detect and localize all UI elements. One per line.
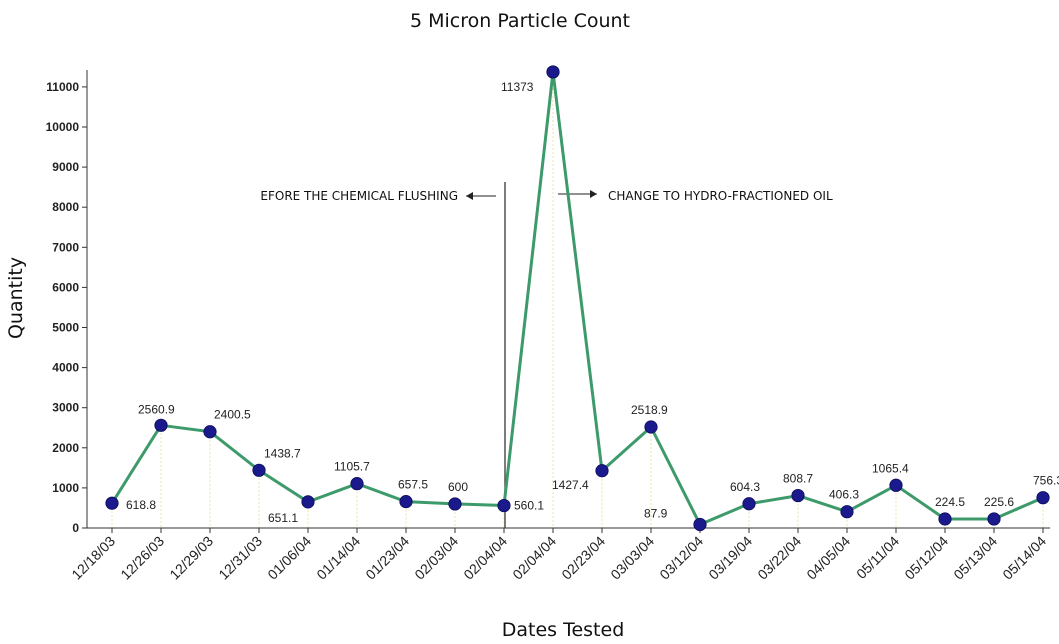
data-label: 2400.5 [214,408,251,422]
annotation-left: EFORE THE CHEMICAL FLUSHING [260,189,458,203]
data-label: 225.6 [984,495,1014,509]
axes [86,70,1050,529]
data-point [546,65,560,79]
data-label: 224.5 [935,495,965,509]
data-label: 560.1 [514,499,544,513]
data-label: 1065.4 [872,461,909,475]
y-axis-title: Quantity [5,257,27,339]
data-point [595,464,609,478]
x-tick-label: 02/04/04 [460,533,510,583]
data-point [889,478,903,492]
y-tick-label: 1000 [52,481,79,495]
annotation-left-arrowhead [466,192,473,200]
x-tick-label: 05/14/04 [999,533,1049,583]
x-tick-label: 03/03/04 [607,533,657,583]
data-point [742,497,756,511]
data-point [987,512,1001,526]
y-tick-label: 9000 [52,160,79,174]
x-tick-label: 04/05/04 [803,533,853,583]
x-tick-label: 05/12/04 [901,533,951,583]
data-point [105,496,119,510]
data-label: 651.1 [268,511,298,525]
data-point [840,505,854,519]
x-axis-title: Dates Tested [502,619,625,641]
data-label: 406.3 [829,488,859,502]
series-line [110,70,1044,526]
data-label: 1427.4 [552,478,589,492]
annotations: EFORE THE CHEMICAL FLUSHING CHANGE TO HYD… [260,182,833,528]
data-point [448,497,462,511]
data-label: 2518.9 [631,403,668,417]
x-tick-label: 01/14/04 [313,533,363,583]
x-tick-label: 02/04/04 [509,533,559,583]
data-point [301,495,315,509]
data-label: 756.3 [1033,474,1059,488]
x-tick-label: 05/11/04 [853,533,902,582]
y-tick-label: 10000 [46,120,80,134]
data-point [399,495,413,509]
y-tick-label: 8000 [52,200,79,214]
data-label: 2560.9 [138,402,175,416]
y-tick-label: 0 [72,521,79,535]
drop-lines [111,71,1044,528]
data-point [1036,491,1050,505]
y-tick-label: 5000 [52,321,79,335]
x-ticks: 12/18/03 12/26/03 12/29/03 12/31/03 01/06/04… [68,528,1049,583]
data-point [791,488,805,503]
data-label: 11373 [501,80,534,94]
data-point [252,463,266,477]
x-tick-label: 12/31/03 [215,533,265,583]
y-tick-label: 6000 [52,280,79,294]
y-tick-label: 3000 [52,401,79,415]
x-tick-label: 02/23/04 [558,533,608,583]
x-tick-label: 12/18/03 [68,533,118,583]
data-labels: 618.8 2560.9 2400.5 1438.7 651.1 1105.7 657.5 6… [126,80,1059,525]
x-tick-label: 12/29/03 [166,533,216,583]
y-ticks: 0 1000 2000 3000 4000 5000 6000 7000 8000 9000 100… [46,80,87,535]
x-tick-label: 12/26/03 [117,533,167,583]
x-tick-label: 01/06/04 [264,533,314,583]
data-point [497,498,511,513]
x-tick-label: 03/19/04 [705,533,755,583]
data-label: 1105.7 [334,460,370,474]
y-tick-label: 4000 [52,361,79,375]
data-point [644,420,658,434]
data-point [350,477,364,491]
data-label: 600 [448,480,468,494]
x-tick-label: 02/03/04 [411,533,461,583]
data-point [203,425,217,439]
data-point [693,517,707,532]
x-tick-label: 03/12/04 [656,533,706,583]
x-tick-label: 03/22/04 [754,533,804,583]
x-tick-label: 05/13/04 [950,533,1000,583]
series [105,65,1050,532]
annotation-right-arrowhead [590,190,597,198]
annotation-right: CHANGE TO HYDRO-FRACTIONED OIL [608,189,833,203]
data-label: 1438.7 [264,446,301,460]
data-label: 618.8 [126,498,156,512]
x-tick-label: 01/23/04 [362,533,412,583]
data-label: 657.5 [398,478,428,492]
y-tick-label: 11000 [46,80,79,94]
chart-title: 5 Micron Particle Count [410,10,630,32]
data-label: 604.3 [730,480,760,494]
data-label: 87.9 [644,506,668,520]
data-point [154,418,168,432]
y-tick-label: 2000 [52,441,79,455]
data-point [938,512,952,526]
y-tick-label: 7000 [52,240,79,254]
data-label: 808.7 [783,472,813,486]
